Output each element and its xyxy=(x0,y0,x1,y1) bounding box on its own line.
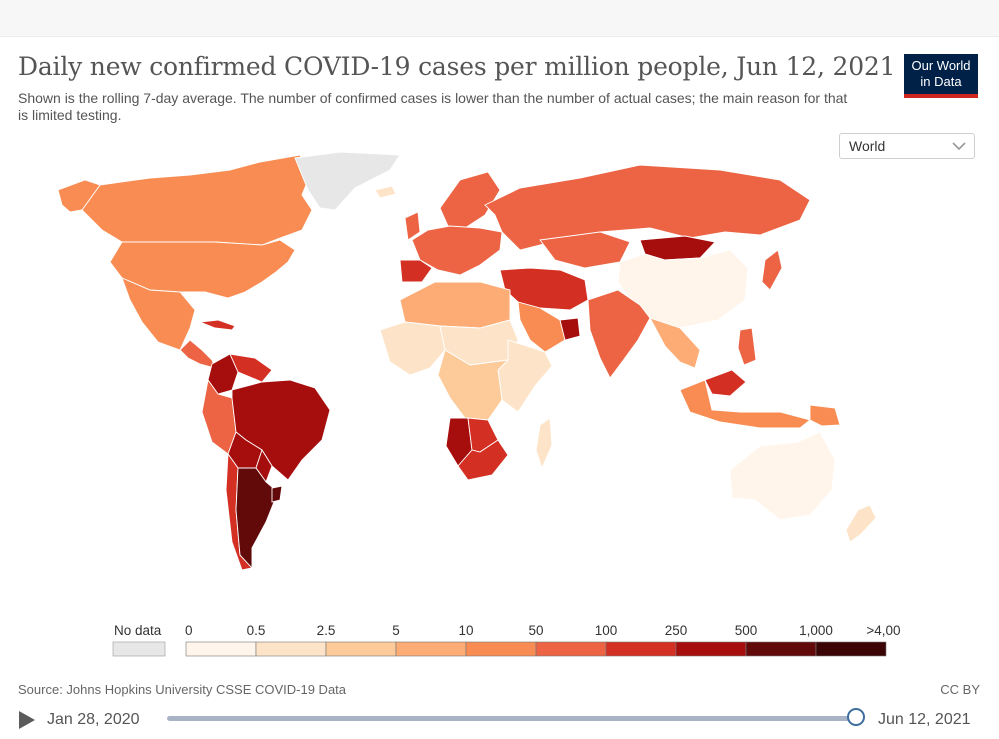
region-argentina[interactable] xyxy=(235,467,279,570)
license-link[interactable]: CC BY xyxy=(940,682,980,697)
region-russia[interactable] xyxy=(484,164,811,251)
logo-line2: in Data xyxy=(920,74,962,89)
region-philippines[interactable] xyxy=(737,327,757,366)
chevron-down-icon xyxy=(952,142,966,151)
region-madagascar[interactable] xyxy=(535,417,553,470)
region-japan[interactable] xyxy=(761,249,783,291)
region-central-america[interactable] xyxy=(179,339,216,369)
region-canada[interactable] xyxy=(81,154,313,246)
region-iceland[interactable] xyxy=(374,185,397,199)
source-note[interactable]: Source: Johns Hopkins University CSSE CO… xyxy=(18,682,347,697)
region-caribbean[interactable] xyxy=(199,319,236,331)
legend-tick-label: 50 xyxy=(528,623,543,638)
region-south-africa[interactable] xyxy=(457,439,509,481)
legend-tick-label: 100 xyxy=(595,623,618,638)
region-alaska[interactable] xyxy=(57,179,101,213)
logo-line1: Our World xyxy=(911,58,971,73)
top-strip xyxy=(0,0,999,37)
region-select-value: World xyxy=(849,138,886,154)
legend-swatch xyxy=(535,641,607,657)
region-india[interactable] xyxy=(587,289,651,379)
play-icon[interactable] xyxy=(18,710,36,730)
legend-swatch xyxy=(465,641,537,657)
region-select[interactable]: World xyxy=(839,133,975,159)
legend-swatch xyxy=(395,641,467,657)
region-malaysia[interactable] xyxy=(704,369,747,397)
legend: No data 0 0.5 2.5 5 10 50 100 250 500 1,000 >4,000 xyxy=(110,618,900,662)
chart-title: Daily new confirmed COVID-19 cases per m… xyxy=(18,52,896,81)
legend-swatch xyxy=(255,641,327,657)
legend-no-data-swatch xyxy=(112,641,166,657)
region-central-africa[interactable] xyxy=(437,349,510,421)
owid-logo[interactable]: Our World in Data xyxy=(904,54,978,98)
region-mexico[interactable] xyxy=(121,277,196,351)
region-west-africa[interactable] xyxy=(379,321,446,376)
legend-swatch xyxy=(605,641,677,657)
region-venezuela[interactable] xyxy=(229,353,273,383)
legend-tick-label: >4,000 xyxy=(866,623,900,638)
legend-no-data-label: No data xyxy=(114,623,162,638)
legend-tick-label: 5 xyxy=(392,623,400,638)
region-north-africa[interactable] xyxy=(399,281,511,329)
legend-tick-label: 500 xyxy=(735,623,758,638)
legend-tick-label: 250 xyxy=(665,623,688,638)
region-western-europe[interactable] xyxy=(411,225,503,276)
region-oman[interactable] xyxy=(559,317,581,341)
legend-swatch xyxy=(815,641,887,657)
timeline-track[interactable] xyxy=(167,716,858,721)
timeline-end-date[interactable]: Jun 12, 2021 xyxy=(878,711,971,728)
region-new-zealand[interactable] xyxy=(845,504,877,543)
region-spain[interactable] xyxy=(399,259,433,283)
legend-swatch xyxy=(185,641,257,657)
timeline-handle[interactable] xyxy=(847,708,865,726)
region-uruguay[interactable] xyxy=(271,485,283,503)
region-scandinavia[interactable] xyxy=(439,171,501,229)
legend-tick-label: 2.5 xyxy=(317,623,336,638)
legend-swatch xyxy=(745,641,817,657)
region-uk[interactable] xyxy=(404,211,421,241)
chart-subtitle: Shown is the rolling 7-day average. The … xyxy=(18,90,848,123)
legend-tick-label: 0.5 xyxy=(247,623,266,638)
legend-swatch xyxy=(325,641,397,657)
region-australia[interactable] xyxy=(729,431,836,521)
legend-tick-label: 0 xyxy=(185,623,193,638)
legend-swatch xyxy=(675,641,747,657)
region-middle-east[interactable] xyxy=(499,267,589,311)
region-papua-new-guinea[interactable] xyxy=(809,404,841,427)
region-arabian-peninsula[interactable] xyxy=(517,301,566,353)
region-greenland[interactable] xyxy=(294,151,401,211)
legend-tick-label: 10 xyxy=(458,623,473,638)
legend-tick-label: 1,000 xyxy=(799,623,833,638)
region-southeast-asia[interactable] xyxy=(649,317,701,369)
region-indonesia[interactable] xyxy=(679,379,811,429)
timeline-start-date[interactable]: Jan 28, 2020 xyxy=(47,711,140,728)
world-map xyxy=(40,150,920,580)
